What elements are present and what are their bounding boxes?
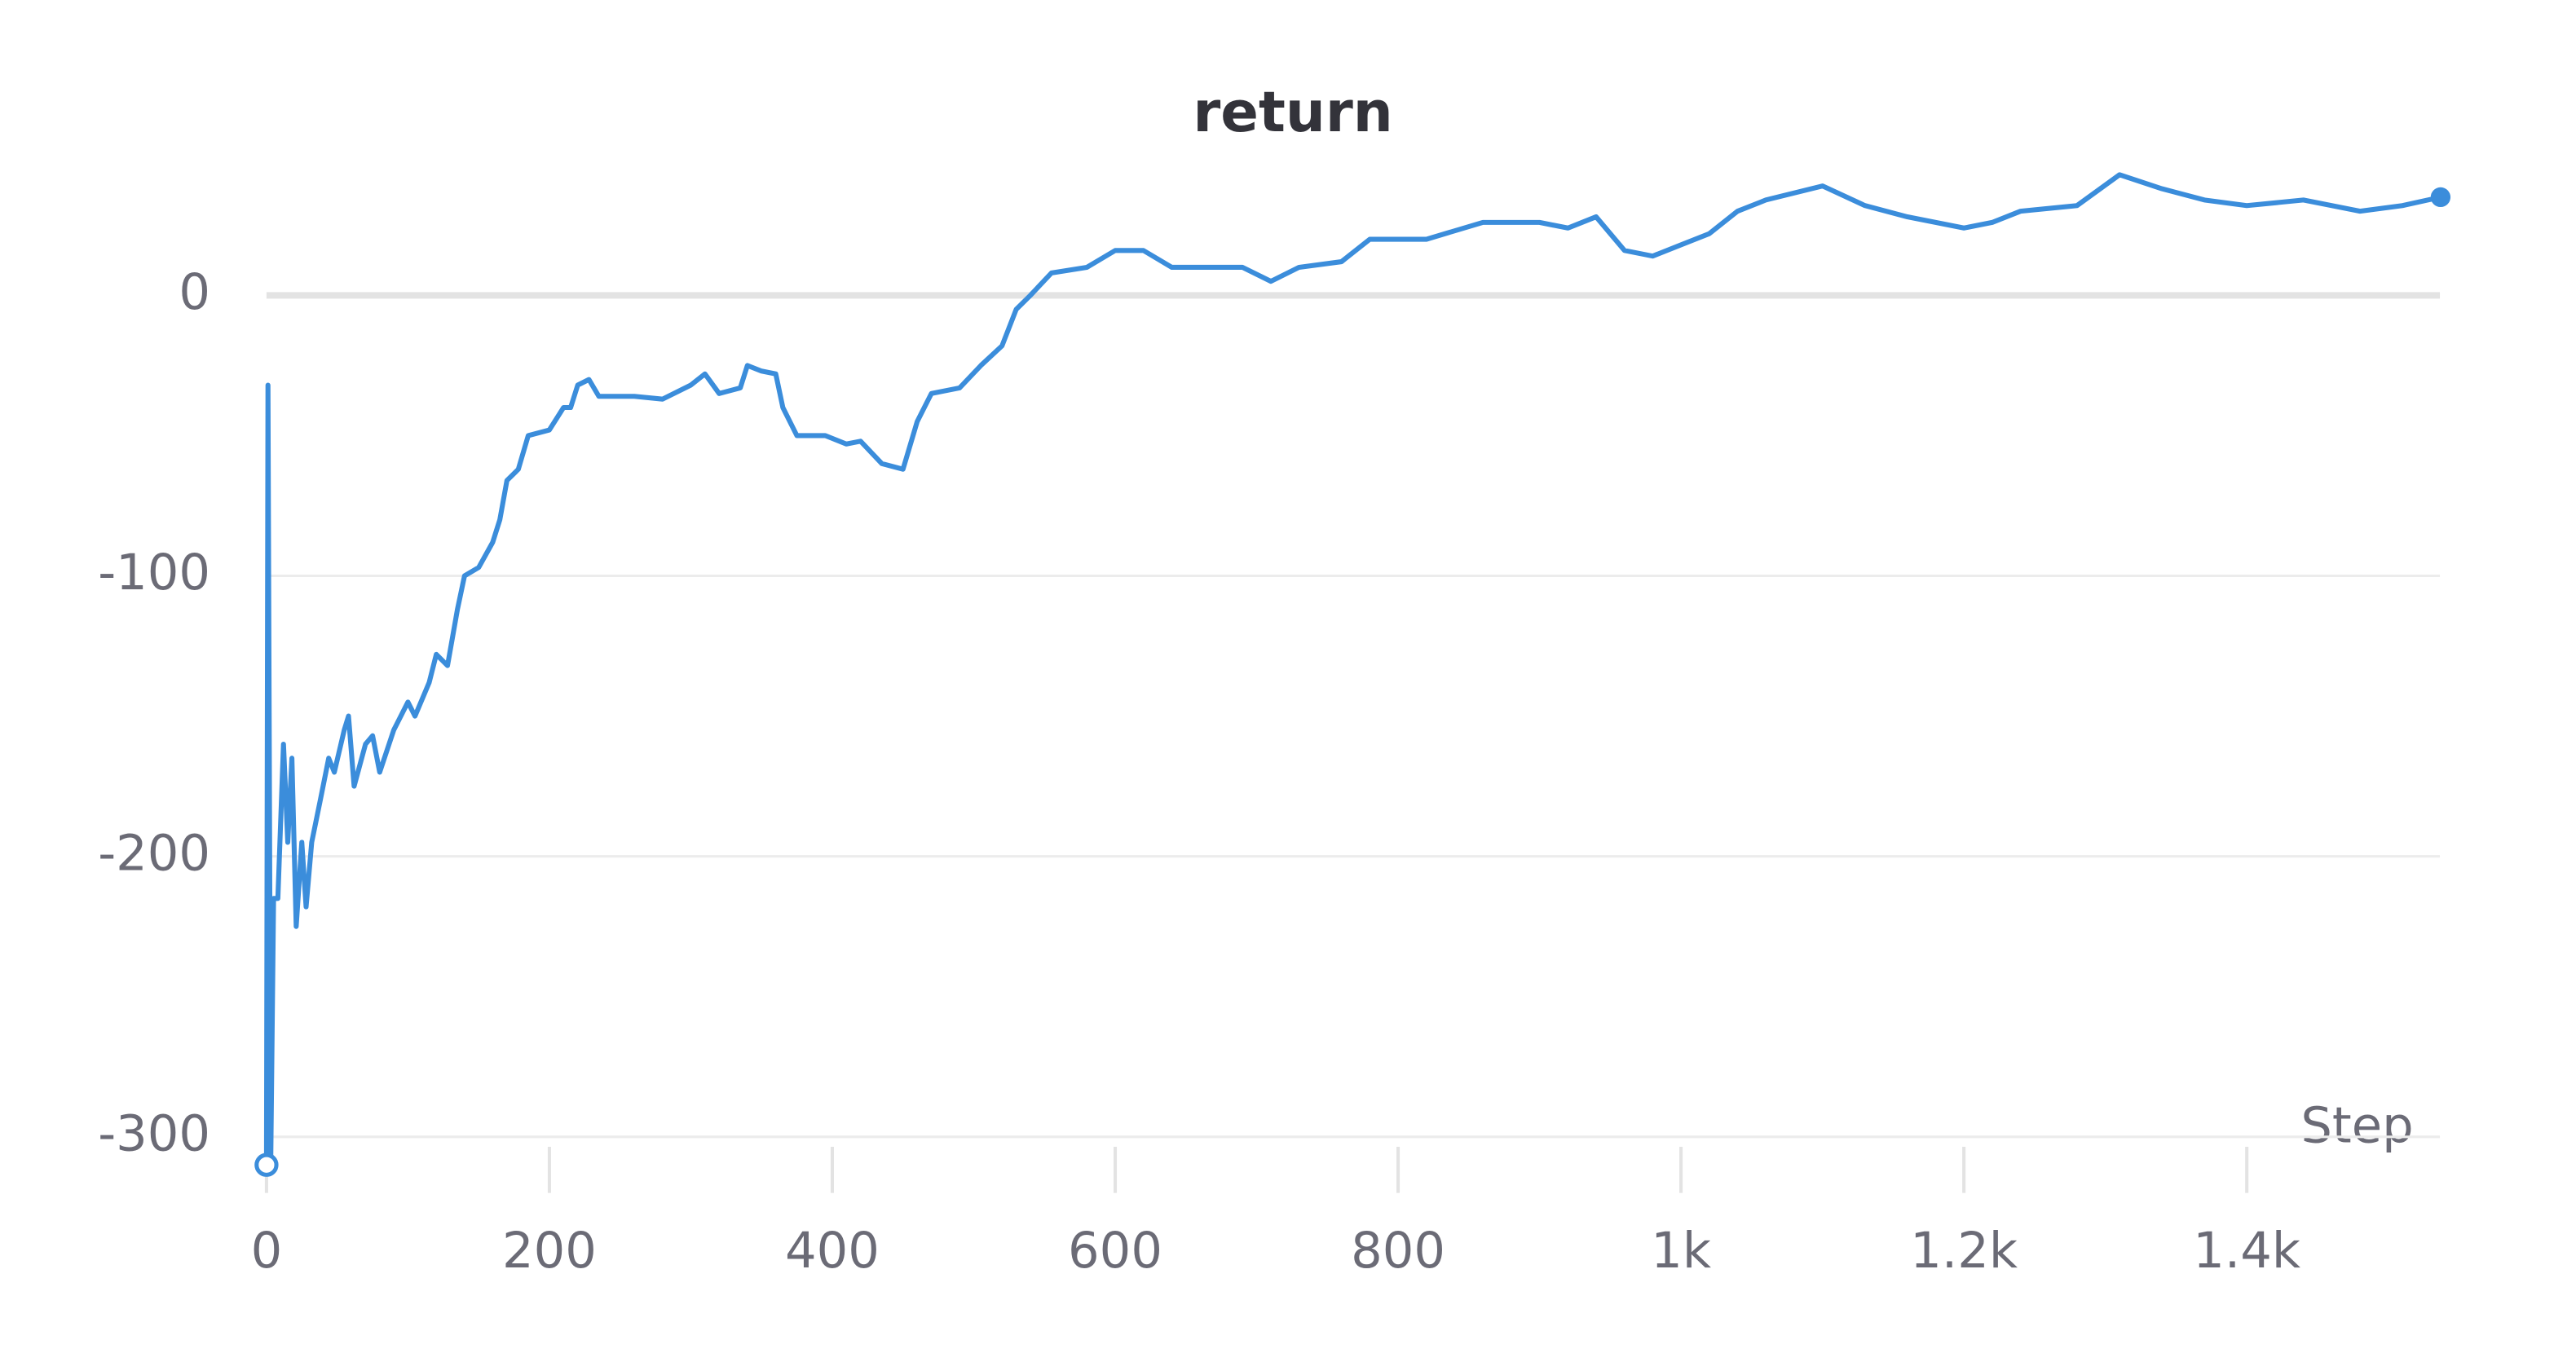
start-marker (254, 1152, 279, 1177)
x-tick-label: 1.4k (2193, 1223, 2300, 1280)
y-tick-label: -300 (98, 1105, 210, 1162)
x-tick-label: 1.2k (1910, 1223, 2018, 1280)
end-marker (2430, 187, 2451, 208)
x-tick-label: 400 (785, 1223, 880, 1280)
x-axis-label: Step (2300, 1097, 2413, 1154)
x-tick-label: 200 (502, 1223, 597, 1280)
chart-title: return (1193, 80, 1392, 145)
y-tick-label: 0 (179, 264, 210, 321)
y-tick-label: -100 (98, 544, 210, 602)
x-tick-label: 800 (1351, 1223, 1445, 1280)
series-line (263, 172, 2441, 1166)
grid (266, 292, 2441, 1139)
y-tick-label: -200 (98, 825, 210, 882)
x-tick-label: 1k (1651, 1223, 1711, 1280)
x-tick-label: 600 (1068, 1223, 1162, 1280)
x-tick-label: 0 (251, 1223, 283, 1280)
